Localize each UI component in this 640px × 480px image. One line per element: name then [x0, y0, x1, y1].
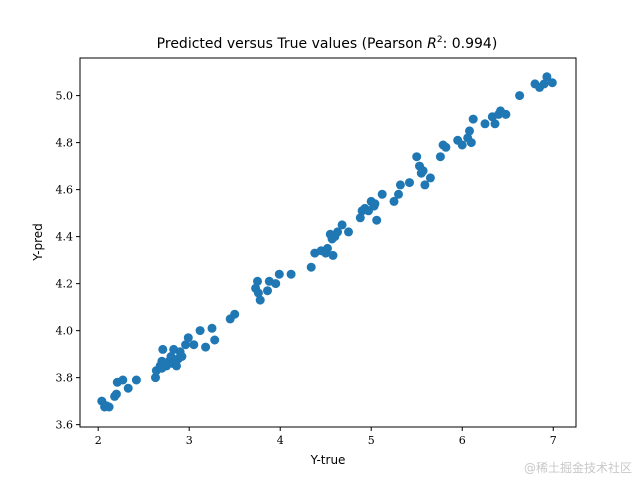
- data-point: [355, 213, 365, 223]
- data-point: [542, 72, 552, 82]
- data-point: [111, 389, 121, 399]
- data-point: [118, 375, 128, 385]
- chart-title: Predicted versus True values (Pearson R2…: [157, 35, 498, 52]
- data-point: [395, 180, 405, 190]
- data-point: [189, 340, 199, 350]
- data-point: [468, 114, 478, 124]
- x-tick-label: 3: [186, 434, 193, 447]
- data-point: [123, 383, 133, 393]
- data-point: [253, 288, 263, 298]
- data-point: [466, 138, 476, 148]
- data-point: [412, 152, 422, 162]
- data-points: [97, 72, 557, 412]
- x-tick-label: 2: [95, 434, 102, 447]
- data-point: [328, 250, 338, 260]
- data-point: [306, 262, 316, 272]
- y-tick-label: 4.8: [56, 137, 74, 150]
- data-point: [435, 152, 445, 162]
- watermark-text: @稀土掘金技术社区: [524, 460, 632, 475]
- data-point: [158, 344, 168, 354]
- data-point: [480, 119, 490, 129]
- y-tick-label: 5.0: [56, 90, 74, 103]
- data-point: [405, 178, 414, 188]
- data-point: [263, 286, 272, 296]
- data-point: [255, 295, 265, 305]
- data-point: [323, 243, 332, 253]
- data-point: [181, 340, 191, 350]
- data-point: [370, 199, 380, 209]
- data-point: [420, 180, 430, 190]
- data-point: [377, 189, 387, 199]
- y-tick-label: 4.2: [56, 278, 74, 291]
- data-point: [425, 173, 435, 183]
- data-point: [515, 91, 525, 101]
- data-point: [253, 276, 262, 286]
- y-tick-label: 3.8: [56, 372, 74, 385]
- data-point: [172, 361, 181, 371]
- data-point: [333, 227, 343, 237]
- data-point: [210, 335, 220, 345]
- data-point: [490, 119, 500, 129]
- data-point: [195, 326, 205, 336]
- x-tick-label: 4: [277, 434, 284, 447]
- data-point: [394, 189, 403, 199]
- data-point: [441, 142, 451, 152]
- y-tick-label: 4.0: [56, 325, 74, 338]
- data-point: [274, 269, 284, 279]
- data-point: [547, 78, 557, 88]
- y-tick-label: 3.6: [56, 419, 74, 432]
- x-axis-label: Y-true: [310, 453, 346, 467]
- x-axis: 2 3 4 5 6 7: [95, 427, 557, 447]
- data-point: [207, 323, 217, 333]
- y-tick-label: 4.4: [56, 231, 74, 244]
- data-point: [418, 166, 428, 176]
- x-tick-label: 5: [368, 434, 375, 447]
- data-point: [183, 333, 193, 343]
- data-point: [230, 309, 240, 319]
- data-point: [337, 220, 347, 230]
- data-point: [151, 373, 160, 383]
- data-point: [457, 140, 467, 150]
- data-point: [131, 375, 141, 385]
- y-axis-label: Y-pred: [31, 223, 45, 262]
- data-point: [201, 342, 211, 352]
- data-point: [104, 402, 114, 412]
- data-point: [286, 269, 296, 279]
- data-point: [166, 352, 176, 361]
- data-point: [539, 79, 549, 89]
- data-point: [389, 196, 399, 206]
- data-point: [501, 109, 511, 119]
- y-tick-label: 4.6: [56, 184, 74, 197]
- data-point: [344, 227, 353, 237]
- x-tick-label: 7: [550, 434, 557, 447]
- y-axis: 3.6 3.8 4.0 4.2 4.4 4.6 4.8 5.0: [56, 90, 80, 432]
- data-point: [271, 279, 281, 289]
- plot-frame: [79, 57, 577, 428]
- x-tick-label: 6: [459, 434, 466, 447]
- data-point: [465, 126, 474, 136]
- data-point: [372, 215, 382, 225]
- data-point: [177, 352, 187, 361]
